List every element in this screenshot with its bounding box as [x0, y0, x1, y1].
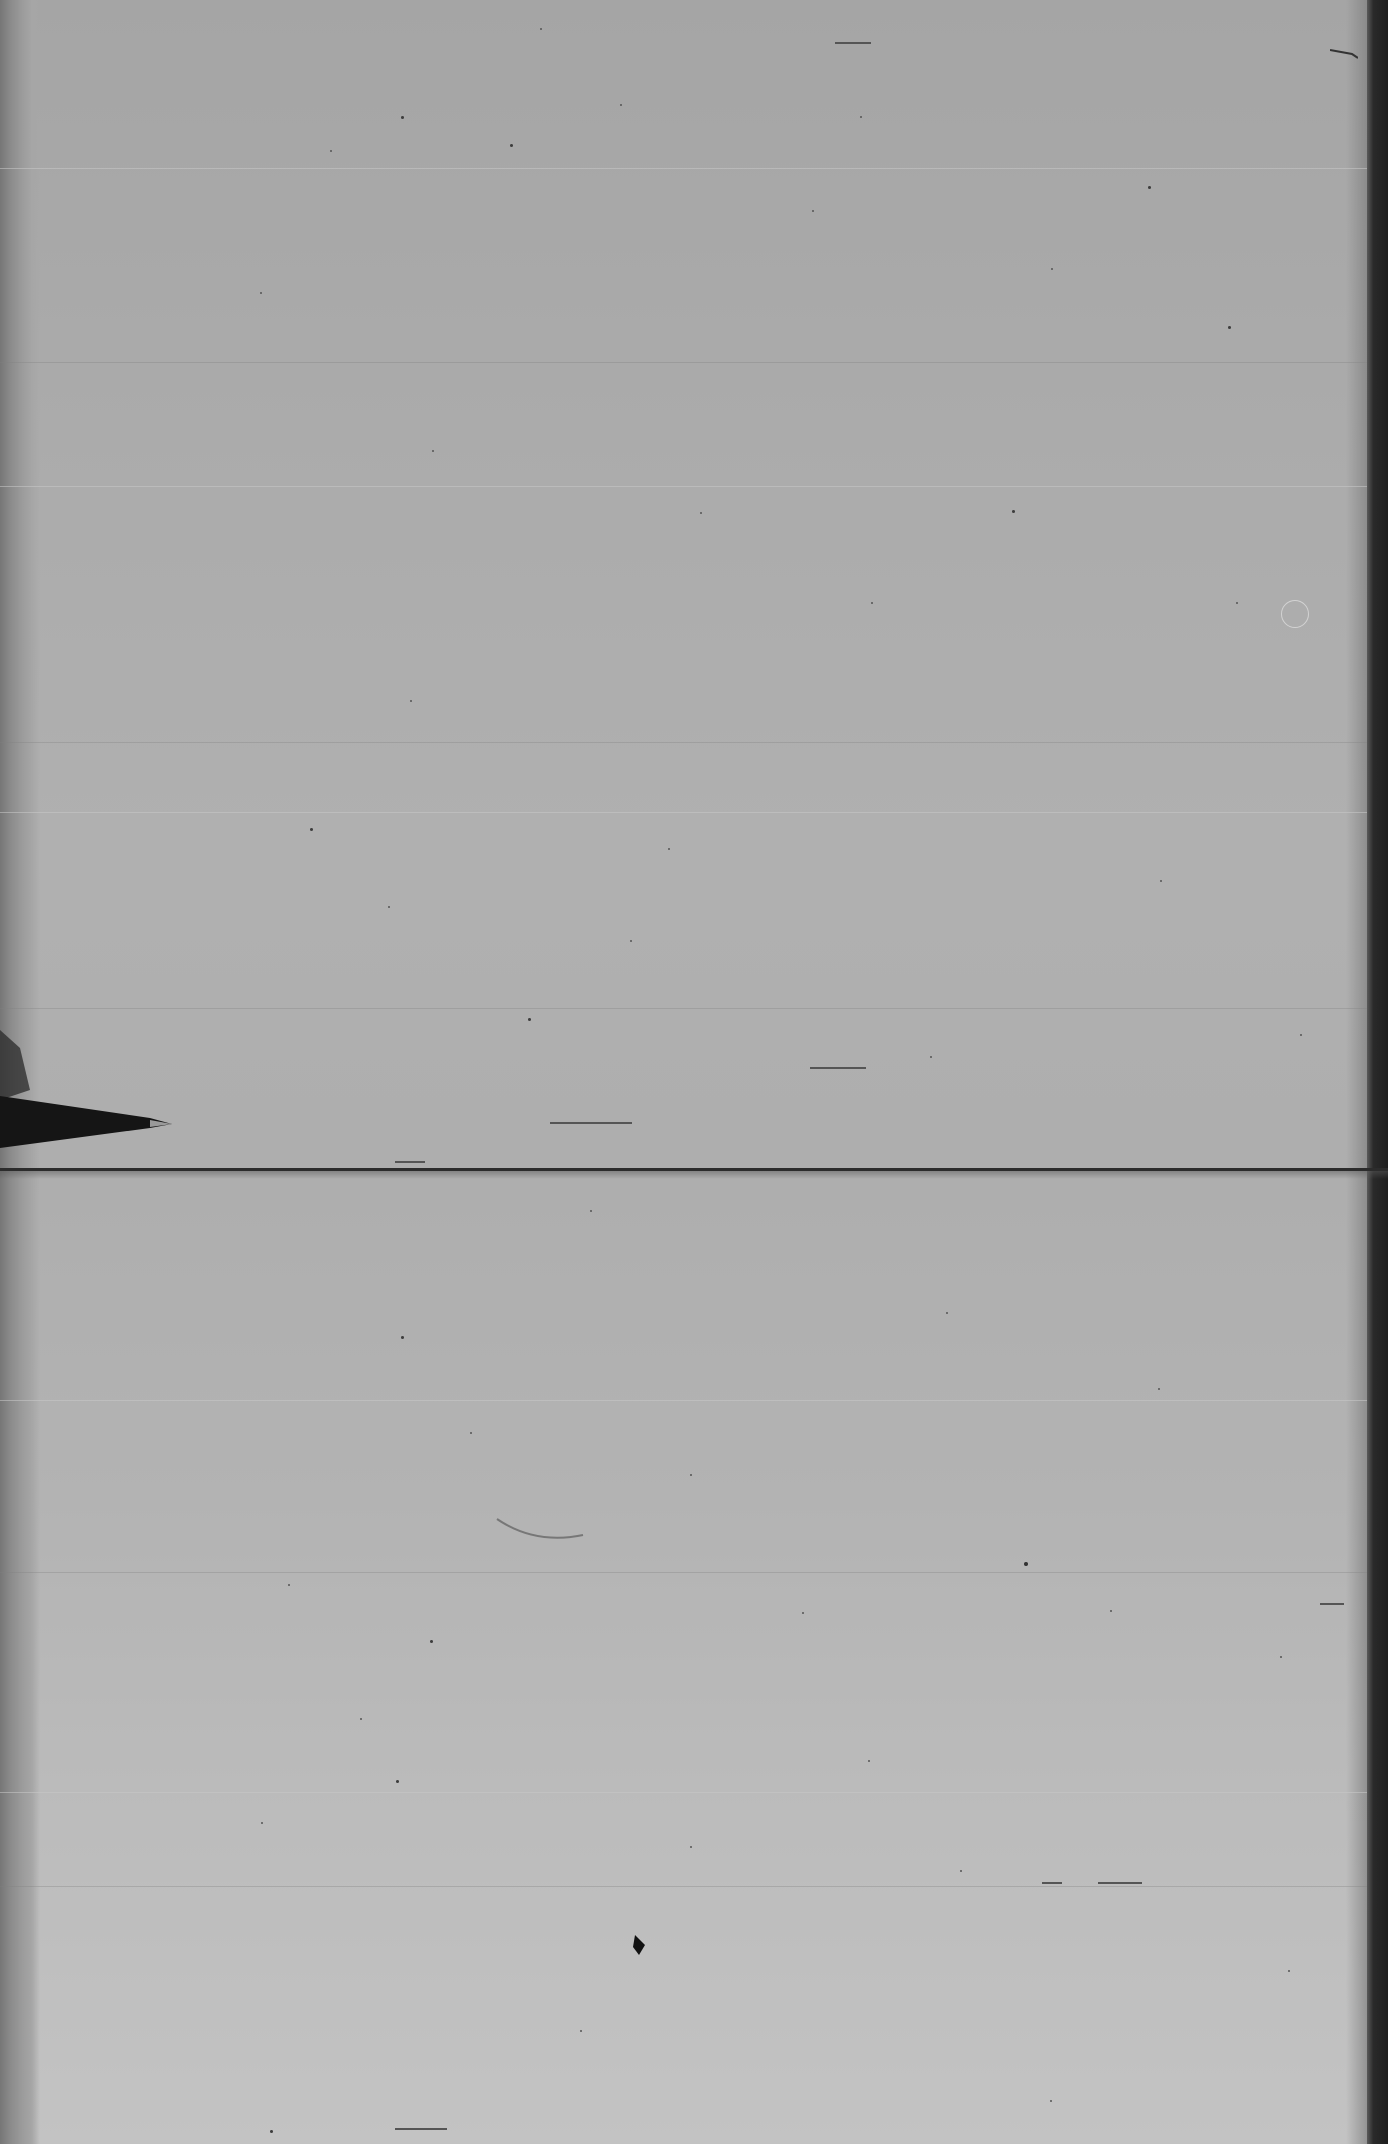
speck [580, 2030, 582, 2032]
ink-drop-mark [633, 1935, 645, 1955]
dash-mark [835, 42, 871, 44]
speck [868, 1760, 870, 1762]
speck [396, 1780, 399, 1783]
speck [1012, 510, 1015, 513]
paper-line [0, 1572, 1367, 1573]
dash-mark [550, 1122, 632, 1124]
speck [1300, 1034, 1302, 1036]
paper-line [0, 362, 1367, 363]
pen-pointer-mark [0, 1030, 172, 1148]
speck [668, 848, 670, 850]
dash-mark [1042, 1882, 1062, 1884]
speck [330, 150, 332, 152]
speck [690, 1474, 692, 1476]
speck [432, 450, 434, 452]
page-right-edge-border [1367, 0, 1388, 2144]
paper-line [0, 812, 1367, 813]
speck [528, 1018, 531, 1021]
speck [1280, 1656, 1282, 1658]
speck [401, 1336, 404, 1339]
speck [1110, 1610, 1112, 1612]
speck [430, 1640, 433, 1643]
speck [1148, 186, 1151, 189]
speck [802, 1612, 804, 1614]
paper-line [0, 1008, 1367, 1009]
corner-mark [1330, 49, 1358, 59]
paper-line [0, 1400, 1367, 1401]
speck [510, 144, 513, 147]
dash-mark [395, 1161, 425, 1163]
speck [270, 2130, 273, 2133]
dash-mark [1320, 1603, 1344, 1605]
speck [1050, 2100, 1052, 2102]
speck [261, 1822, 263, 1824]
speck [960, 1870, 962, 1872]
speck [360, 1718, 362, 1720]
speck [470, 1432, 472, 1434]
fold-line [0, 1168, 1388, 1171]
speck [930, 1056, 932, 1058]
speck [812, 210, 814, 212]
speck [590, 1210, 592, 1212]
paper-line [0, 168, 1367, 169]
speck [871, 602, 873, 604]
page-right-edge-shadow [1346, 0, 1368, 2144]
speck [1024, 1562, 1028, 1566]
paper-line [0, 1792, 1367, 1793]
speck [310, 828, 313, 831]
paper-line [0, 1886, 1367, 1887]
speck [630, 940, 632, 942]
dash-mark [810, 1067, 866, 1069]
fold-line-shadow [0, 1171, 1388, 1179]
speck [700, 512, 702, 514]
paper-line [0, 486, 1367, 487]
speck [1051, 268, 1053, 270]
speck [288, 1584, 290, 1586]
speck [860, 116, 862, 118]
speck [540, 28, 542, 30]
speck [388, 906, 390, 908]
faint-arc-mark [496, 1518, 584, 1539]
speck [1228, 326, 1231, 329]
dash-mark [1098, 1882, 1142, 1884]
speck [401, 116, 404, 119]
speck [410, 700, 412, 702]
speck [946, 1312, 948, 1314]
speck [620, 104, 622, 106]
speck [1160, 880, 1162, 882]
speck [690, 1846, 692, 1848]
ring-mark [1281, 600, 1309, 628]
paper-line [0, 742, 1367, 743]
speck [1158, 1388, 1160, 1390]
speck [1288, 1970, 1290, 1972]
speck [1236, 602, 1238, 604]
speck [260, 292, 262, 294]
dash-mark [395, 2128, 447, 2130]
